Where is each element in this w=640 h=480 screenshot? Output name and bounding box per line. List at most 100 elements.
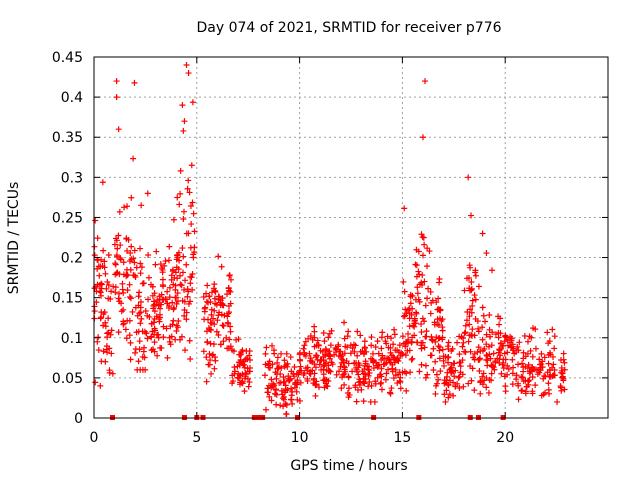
data-point <box>551 333 558 340</box>
data-point <box>558 387 565 394</box>
data-point <box>132 349 139 356</box>
data-point <box>482 318 489 325</box>
data-point <box>261 372 268 379</box>
data-point <box>408 356 415 363</box>
data-point <box>461 330 468 337</box>
data-point <box>386 389 393 396</box>
data-point <box>97 382 104 389</box>
data-point <box>413 246 420 253</box>
data-point <box>357 332 364 339</box>
data-point <box>477 390 484 397</box>
data-point <box>519 374 526 381</box>
data-point <box>165 257 172 264</box>
data-point <box>483 341 490 348</box>
data-point <box>246 347 253 354</box>
y-tick-label: 0.25 <box>52 210 83 226</box>
data-point <box>184 185 191 192</box>
data-point <box>278 350 285 357</box>
data-point <box>186 189 193 196</box>
data-point <box>108 350 115 357</box>
data-point <box>422 333 429 340</box>
data-point <box>320 366 327 373</box>
data-point <box>167 341 174 348</box>
data-point <box>445 346 452 353</box>
data-point <box>545 380 552 387</box>
data-point <box>183 230 190 237</box>
data-point <box>561 359 568 366</box>
data-point <box>225 303 232 310</box>
data-points <box>91 62 568 417</box>
data-point <box>310 375 317 382</box>
data-point <box>187 356 194 363</box>
data-point <box>381 355 388 362</box>
data-point <box>152 261 159 268</box>
data-point <box>351 348 358 355</box>
data-point <box>412 261 419 268</box>
data-point <box>137 260 144 267</box>
data-point <box>120 318 127 325</box>
data-point <box>178 333 185 340</box>
data-point <box>500 365 507 372</box>
data-point <box>368 342 375 349</box>
data-point <box>133 264 140 271</box>
data-point <box>440 362 447 369</box>
data-point <box>554 398 561 405</box>
data-point <box>244 356 251 363</box>
data-point <box>402 340 409 347</box>
data-point <box>469 365 476 372</box>
data-point <box>362 358 369 365</box>
data-point <box>392 372 399 379</box>
data-point <box>115 295 122 302</box>
data-point <box>402 352 409 359</box>
data-point <box>216 293 223 300</box>
data-point <box>307 368 314 375</box>
data-point <box>490 350 497 357</box>
data-point <box>262 361 269 368</box>
data-point <box>151 339 158 346</box>
data-point <box>479 381 486 388</box>
data-point <box>476 368 483 375</box>
data-point <box>387 390 394 397</box>
data-point <box>421 278 428 285</box>
data-point <box>387 349 394 356</box>
data-point <box>510 364 517 371</box>
data-point <box>287 354 294 361</box>
data-point <box>538 350 545 357</box>
data-point <box>306 350 313 357</box>
data-point <box>502 332 509 339</box>
data-point <box>529 353 536 360</box>
data-point <box>112 260 119 267</box>
data-point <box>119 286 126 293</box>
data-point <box>406 305 413 312</box>
data-point <box>560 350 567 357</box>
data-point <box>180 253 187 260</box>
data-point <box>338 385 345 392</box>
data-point <box>181 286 188 293</box>
data-point <box>466 332 473 339</box>
data-point <box>177 272 183 279</box>
data-point <box>289 400 296 407</box>
data-point <box>515 361 522 368</box>
data-point <box>153 248 160 255</box>
data-point <box>382 376 389 383</box>
data-point <box>457 369 464 376</box>
y-tick-label: 0.35 <box>52 130 83 146</box>
y-tick-label: 0.45 <box>52 50 83 66</box>
data-point <box>372 344 379 351</box>
data-point <box>270 347 277 354</box>
data-point <box>527 347 534 354</box>
data-point <box>376 371 383 378</box>
y-tick-label: 0.05 <box>52 371 83 387</box>
data-point <box>406 315 413 322</box>
data-point <box>561 386 568 393</box>
data-point <box>325 353 332 360</box>
data-point <box>413 310 420 317</box>
data-point <box>120 306 127 313</box>
data-point <box>207 319 214 326</box>
data-point <box>297 379 304 386</box>
data-point <box>529 373 536 380</box>
data-point <box>284 363 291 370</box>
data-point <box>469 332 476 339</box>
data-point <box>283 410 290 417</box>
x-tick-label: 0 <box>90 430 99 446</box>
